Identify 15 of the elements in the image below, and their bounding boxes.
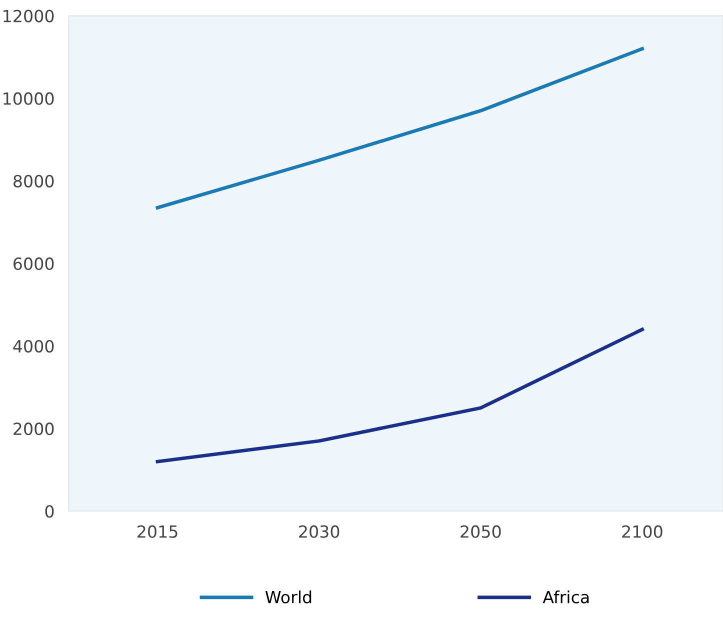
line-series: [156, 328, 644, 464]
x-tick-label: 2015: [138, 525, 178, 538]
y-tick-label: 2000: [14, 422, 54, 436]
y-tick-label: 6000: [14, 257, 54, 270]
line-series: [156, 47, 644, 210]
x-tick-label: 2100: [622, 525, 662, 538]
y-tick-label: 0: [45, 505, 54, 518]
x-tick-label: 2050: [460, 525, 501, 538]
legend-label: World: [265, 590, 312, 604]
y-tick-label: 4000: [13, 340, 54, 353]
y-tick-label: 12000: [4, 10, 54, 22]
x-tick-label: 2030: [299, 525, 340, 538]
y-tick-label: 8000: [14, 174, 54, 188]
legend-label: Africa: [542, 590, 589, 604]
y-tick-label: 10000: [4, 92, 54, 105]
